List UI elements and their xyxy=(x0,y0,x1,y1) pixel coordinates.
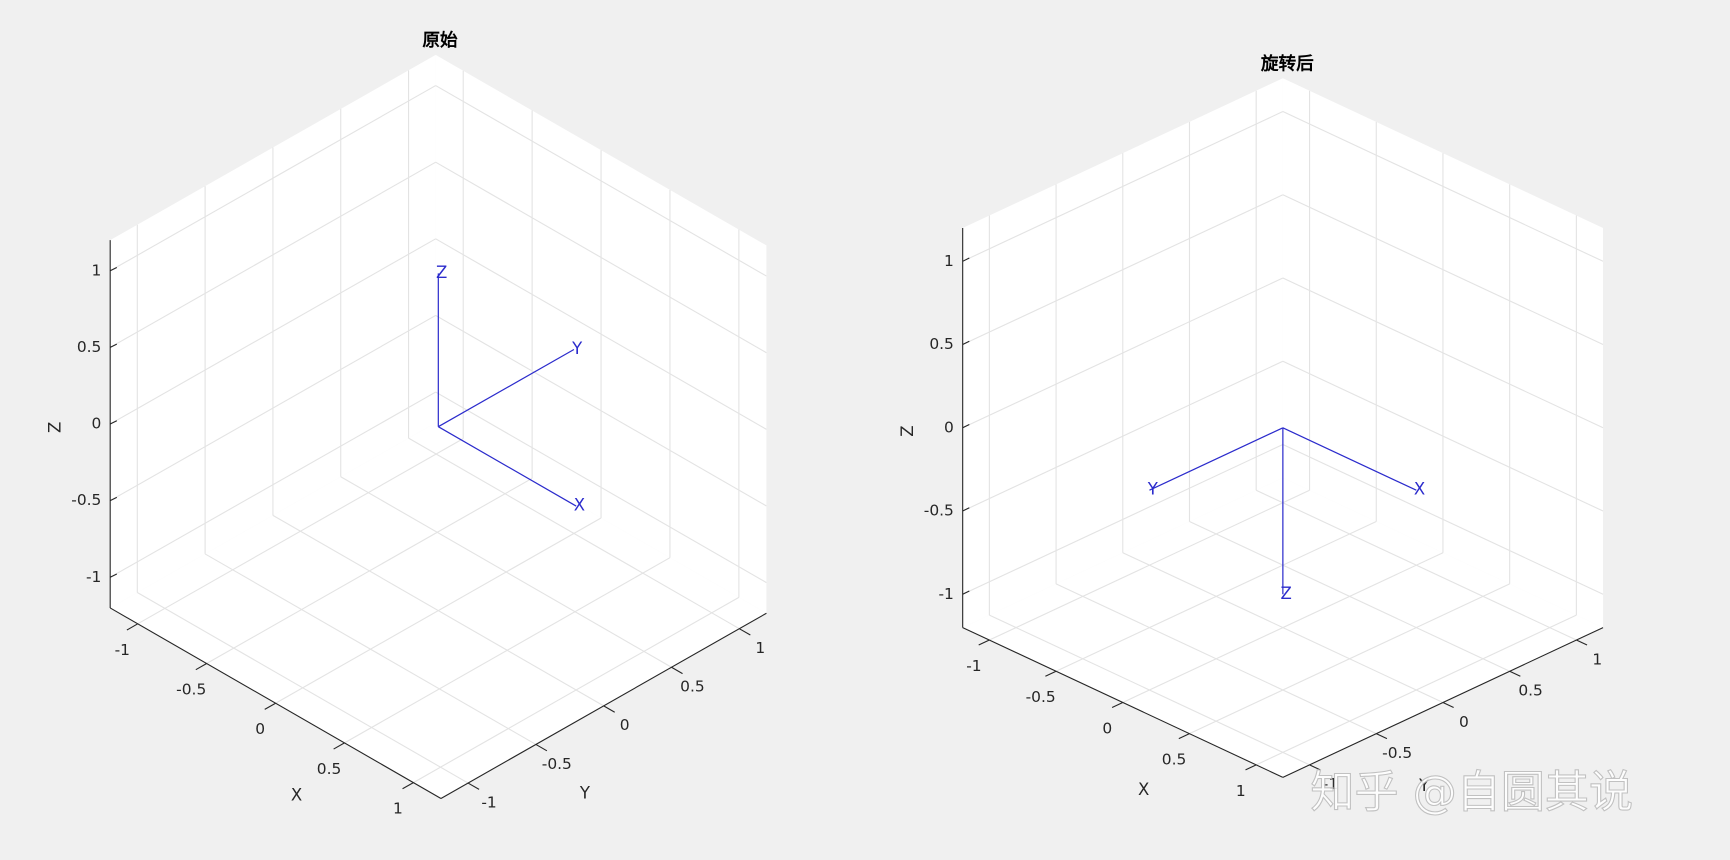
tick-mark xyxy=(1045,670,1057,677)
series-end-label: Z xyxy=(1281,584,1292,603)
x-tick-label: -0.5 xyxy=(1026,688,1056,706)
tick-mark xyxy=(109,420,118,425)
tick-mark xyxy=(739,628,751,636)
grid-line xyxy=(340,476,672,668)
x-axis-label: X xyxy=(1138,780,1149,799)
chart-title: 旋转后 xyxy=(1260,52,1314,74)
y-tick-label: 1 xyxy=(1592,650,1602,668)
x-axis-line xyxy=(962,627,1284,778)
tick-mark xyxy=(671,666,683,675)
z-tick-label: 0.5 xyxy=(929,335,954,353)
grid-line xyxy=(1055,583,1377,735)
tick-mark xyxy=(1509,670,1521,677)
x-tick-label: 0.5 xyxy=(1162,751,1187,769)
z-tick-label: 1 xyxy=(944,252,954,270)
grid-line xyxy=(204,553,537,745)
series-end-label: X xyxy=(1414,480,1425,499)
grid-line xyxy=(1122,552,1444,703)
series-line xyxy=(1282,427,1417,491)
tick-mark xyxy=(1442,701,1454,708)
y-tick-label: -0.5 xyxy=(542,755,572,773)
z-tick-label: 0 xyxy=(92,415,102,433)
axes-3d: -1 -0.5 0 0.5 1 -1 -0.5 0 0.5 1 -1 -0.5 0 0.5 1 X Y Z 原始 X Y… xyxy=(46,29,767,818)
tick-mark xyxy=(1178,733,1190,740)
series-end-label: Y xyxy=(571,339,583,358)
tick-mark xyxy=(126,623,139,631)
z-axis-label: Z xyxy=(46,422,65,433)
z-tick-label: -1 xyxy=(86,568,101,586)
grid-line xyxy=(1255,489,1577,641)
y-tick-label: 0.5 xyxy=(1518,682,1543,700)
tick-mark xyxy=(109,573,118,578)
tick-mark xyxy=(962,423,970,429)
z-tick-label: 0.5 xyxy=(77,338,102,356)
x-tick-label: 0 xyxy=(255,720,265,738)
x-axis-label: X xyxy=(291,785,302,804)
series-end-label: Y xyxy=(1147,480,1159,499)
y-tick-label: 0 xyxy=(1459,713,1469,731)
tick-mark xyxy=(109,266,118,272)
z-tick-label: 0 xyxy=(944,418,954,436)
y-axis-label: Y xyxy=(1418,776,1430,795)
tick-mark xyxy=(333,742,345,750)
tick-mark xyxy=(603,705,615,713)
plots: -1 -0.5 0 0.5 1 -1 -0.5 0 0.5 1 -1 -0.5 0 0.5 1 X Y Z 原始 X Y… xyxy=(46,29,1604,818)
tick-mark xyxy=(1376,733,1388,740)
x-tick-label: 1 xyxy=(393,800,403,818)
y-tick-label: 0.5 xyxy=(680,678,705,696)
tick-mark xyxy=(402,782,414,790)
series-line xyxy=(1149,427,1284,491)
x-tick-label: 0.5 xyxy=(317,760,342,778)
grid-line xyxy=(408,437,740,630)
series-end-label: X xyxy=(574,496,585,515)
x-tick-label: -1 xyxy=(115,641,130,659)
series-line xyxy=(438,426,577,507)
tick-mark xyxy=(264,702,276,710)
y-axis-label: Y xyxy=(579,784,591,803)
tick-mark xyxy=(109,343,118,348)
tick-mark xyxy=(467,782,480,790)
tick-mark xyxy=(109,496,118,502)
tick-mark xyxy=(1245,764,1257,771)
y-tick-label: 0 xyxy=(620,716,630,734)
z-tick-label: 1 xyxy=(92,261,102,279)
tick-mark xyxy=(962,507,970,512)
y-axis-line xyxy=(1282,627,1604,778)
x-tick-label: -0.5 xyxy=(176,680,206,698)
x-tick-label: 1 xyxy=(1236,782,1246,800)
series-end-label: Z xyxy=(436,263,447,282)
y-tick-label: -1 xyxy=(481,793,496,811)
z-tick-label: -1 xyxy=(938,585,953,603)
y-tick-label: -1 xyxy=(1323,775,1338,793)
z-tick-label: -0.5 xyxy=(924,502,954,520)
x-tick-label: 0 xyxy=(1102,719,1112,737)
grid-line xyxy=(989,614,1310,766)
y-axis-line xyxy=(440,612,767,799)
tick-mark xyxy=(962,257,970,262)
grid-line xyxy=(137,592,469,784)
series-line xyxy=(438,348,575,428)
z-tick-label: -0.5 xyxy=(71,491,101,509)
tick-mark xyxy=(978,639,990,646)
z-axis-label: Z xyxy=(898,425,917,436)
chart-title: 原始 xyxy=(422,29,458,51)
tick-mark xyxy=(1576,639,1588,646)
x-axis-line xyxy=(109,607,442,799)
grid-line xyxy=(272,514,604,707)
x-tick-label: -1 xyxy=(966,657,981,675)
watermark: 知乎 @自圆其说 xyxy=(1310,767,1633,818)
grid-line xyxy=(1189,520,1510,672)
tick-mark xyxy=(195,663,207,671)
tick-mark xyxy=(962,590,970,595)
tick-mark xyxy=(962,340,970,346)
tick-mark xyxy=(1309,764,1321,771)
tick-mark xyxy=(535,743,548,752)
tick-mark xyxy=(1111,701,1124,708)
y-tick-label: 1 xyxy=(755,639,765,657)
axes-3d: -1 -0.5 0 0.5 1 -1 -0.5 0 0.5 1 -1 -0.5 0 0.5 1 X Y Z 旋转后 X… xyxy=(898,52,1604,800)
y-tick-label: -0.5 xyxy=(1382,744,1412,762)
